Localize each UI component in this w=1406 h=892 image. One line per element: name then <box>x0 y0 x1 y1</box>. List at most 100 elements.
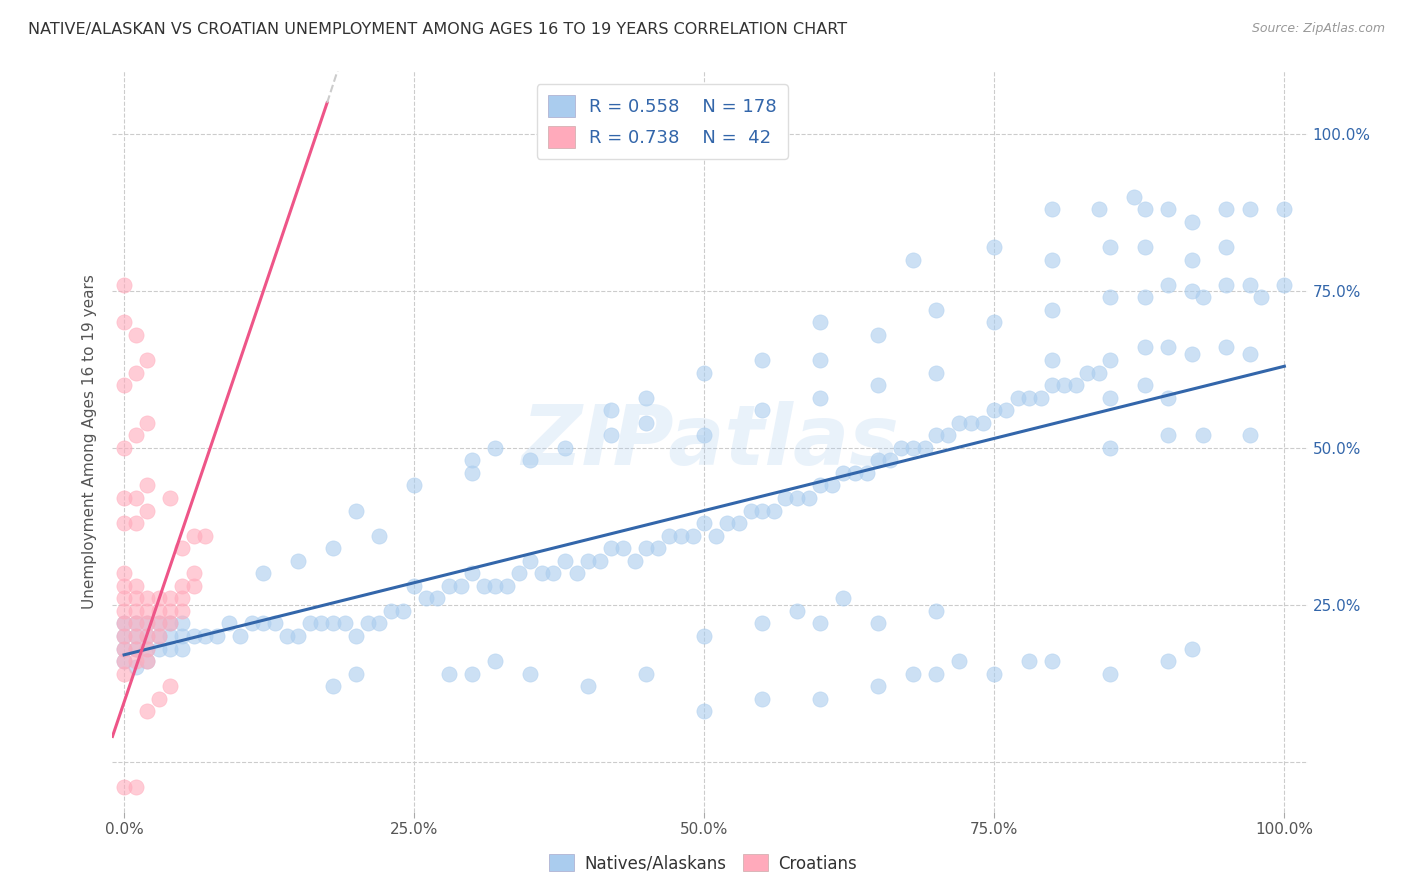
Point <box>821 478 844 492</box>
Point <box>125 616 148 631</box>
Point <box>148 616 170 631</box>
Point <box>112 315 135 329</box>
Point <box>808 478 831 492</box>
Point <box>1099 240 1122 254</box>
Point <box>125 366 148 380</box>
Point <box>437 579 460 593</box>
Point <box>797 491 820 505</box>
Point <box>636 416 658 430</box>
Point <box>391 604 413 618</box>
Point <box>1250 290 1272 304</box>
Point <box>508 566 530 581</box>
Point <box>159 491 181 505</box>
Point <box>808 691 831 706</box>
Point <box>554 554 576 568</box>
Point <box>287 629 309 643</box>
Point <box>636 541 658 556</box>
Point <box>136 641 159 656</box>
Point <box>1099 290 1122 304</box>
Point <box>1192 290 1215 304</box>
Point <box>1040 302 1063 317</box>
Point <box>136 591 159 606</box>
Point <box>194 629 217 643</box>
Point <box>252 616 274 631</box>
Legend: Natives/Alaskans, Croatians: Natives/Alaskans, Croatians <box>543 847 863 880</box>
Point <box>669 529 692 543</box>
Point <box>125 629 148 643</box>
Point <box>519 554 541 568</box>
Point <box>125 327 148 342</box>
Point <box>1099 441 1122 455</box>
Point <box>112 616 135 631</box>
Point <box>1215 277 1237 292</box>
Point <box>172 541 194 556</box>
Point <box>1239 428 1261 442</box>
Point <box>751 353 773 368</box>
Point <box>901 252 924 267</box>
Point <box>925 666 948 681</box>
Point <box>344 666 367 681</box>
Point <box>808 391 831 405</box>
Point <box>333 616 356 631</box>
Point <box>148 629 170 643</box>
Point <box>172 604 194 618</box>
Point <box>112 604 135 618</box>
Point <box>276 629 298 643</box>
Point <box>832 591 855 606</box>
Point <box>983 240 1005 254</box>
Point <box>125 516 148 530</box>
Point <box>1133 290 1156 304</box>
Point <box>264 616 287 631</box>
Point <box>682 529 704 543</box>
Point <box>901 441 924 455</box>
Point <box>1018 654 1040 668</box>
Point <box>1215 340 1237 354</box>
Point <box>623 554 645 568</box>
Point <box>461 466 484 480</box>
Point <box>554 441 576 455</box>
Point <box>125 604 148 618</box>
Point <box>1040 654 1063 668</box>
Point <box>136 629 159 643</box>
Point <box>1133 378 1156 392</box>
Point <box>125 629 148 643</box>
Point <box>112 641 135 656</box>
Point <box>172 641 194 656</box>
Point <box>125 491 148 505</box>
Point <box>983 315 1005 329</box>
Point <box>972 416 994 430</box>
Point <box>183 579 205 593</box>
Point <box>868 327 890 342</box>
Point <box>136 353 159 368</box>
Point <box>647 541 669 556</box>
Point <box>1029 391 1052 405</box>
Point <box>543 566 565 581</box>
Point <box>404 579 426 593</box>
Point <box>808 616 831 631</box>
Point <box>1133 202 1156 217</box>
Point <box>159 641 181 656</box>
Point <box>172 616 194 631</box>
Point <box>1157 428 1180 442</box>
Point <box>112 629 135 643</box>
Point <box>344 629 367 643</box>
Point <box>172 579 194 593</box>
Point <box>159 629 181 643</box>
Point <box>1099 391 1122 405</box>
Point <box>1099 353 1122 368</box>
Point <box>1272 202 1295 217</box>
Point <box>704 529 727 543</box>
Point <box>693 704 716 718</box>
Point <box>901 666 924 681</box>
Point <box>136 641 159 656</box>
Point <box>636 391 658 405</box>
Point <box>172 591 194 606</box>
Point <box>136 616 159 631</box>
Point <box>1192 428 1215 442</box>
Point <box>112 566 135 581</box>
Point <box>600 403 623 417</box>
Point <box>751 691 773 706</box>
Point <box>1157 202 1180 217</box>
Point <box>519 666 541 681</box>
Point <box>136 654 159 668</box>
